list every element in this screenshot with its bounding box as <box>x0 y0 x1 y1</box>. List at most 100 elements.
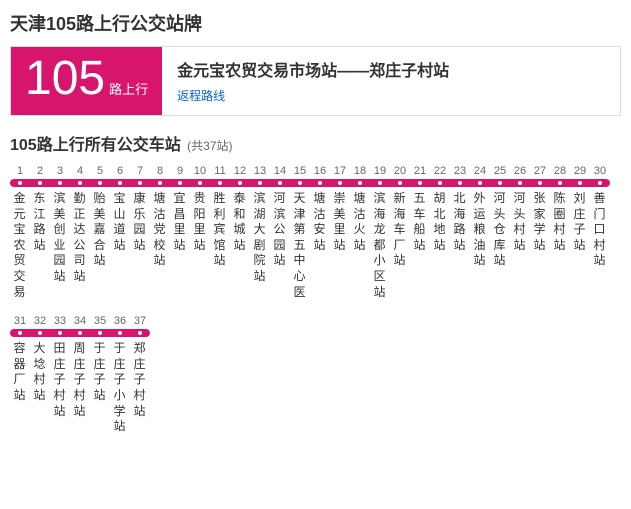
stop-number: 23 <box>450 165 470 177</box>
stop-name[interactable]: 北海路站 <box>450 191 470 300</box>
stops-row: 1234567891011121314151617181920212223242… <box>10 165 621 300</box>
stop-name[interactable]: 康乐园站 <box>130 191 150 300</box>
stop-dot <box>137 330 143 336</box>
stop-name[interactable]: 郑庄子村站 <box>130 341 150 435</box>
stop-dot <box>137 180 143 186</box>
stop-number: 16 <box>310 165 330 177</box>
stop-name[interactable]: 胡北地站 <box>430 191 450 300</box>
stop-name[interactable]: 塘沽火站 <box>350 191 370 300</box>
stop-dot <box>117 330 123 336</box>
stop-number: 30 <box>590 165 610 177</box>
route-info: 金元宝农贸交易市场站——郑庄子村站 返程路线 <box>162 47 464 115</box>
section-title: 105路上行所有公交车站 (共37站) <box>10 131 621 155</box>
stops-row: 31323334353637 容器厂站大埝村站田庄子村站周庄子村站于庄子站于庄子小… <box>10 315 621 435</box>
stop-dot <box>297 180 303 186</box>
station-count: (共37站) <box>187 139 232 153</box>
stop-name[interactable]: 泰和城站 <box>230 191 250 300</box>
stop-dot <box>577 180 583 186</box>
stop-number: 27 <box>530 165 550 177</box>
stop-dot <box>437 180 443 186</box>
stop-number: 33 <box>50 315 70 327</box>
stop-name[interactable]: 胜利宾馆站 <box>210 191 230 300</box>
stop-number: 36 <box>110 315 130 327</box>
stop-dot <box>37 330 43 336</box>
stop-number: 13 <box>250 165 270 177</box>
stop-name[interactable]: 于庄子站 <box>90 341 110 435</box>
stop-name[interactable]: 宜昌里站 <box>170 191 190 300</box>
stop-number: 2 <box>30 165 50 177</box>
stop-number: 10 <box>190 165 210 177</box>
stop-name[interactable]: 滨海龙都小区站 <box>370 191 390 300</box>
stop-number: 8 <box>150 165 170 177</box>
stop-numbers: 31323334353637 <box>10 315 621 327</box>
stop-name[interactable]: 滨美创业园站 <box>50 191 70 300</box>
stop-name[interactable]: 五车船站 <box>410 191 430 300</box>
stop-name[interactable]: 贻美嘉合站 <box>90 191 110 300</box>
stop-name[interactable]: 善门口村站 <box>590 191 610 300</box>
stop-numbers: 1234567891011121314151617181920212223242… <box>10 165 621 177</box>
stop-number: 11 <box>210 165 230 177</box>
stop-dot <box>117 180 123 186</box>
stop-dot <box>97 180 103 186</box>
stop-name[interactable]: 金元宝农贸交易 <box>10 191 30 300</box>
stop-dot <box>477 180 483 186</box>
stop-name[interactable]: 新海车厂站 <box>390 191 410 300</box>
stop-dot <box>357 180 363 186</box>
stop-number: 35 <box>90 315 110 327</box>
stop-number: 26 <box>510 165 530 177</box>
route-direction: 路上行 <box>109 79 148 98</box>
stop-dot <box>597 180 603 186</box>
stop-dot <box>177 180 183 186</box>
stop-names: 金元宝农贸交易东江路站滨美创业园站勤正达公司站贻美嘉合站宝山道站康乐园站塘沽党校… <box>10 191 621 300</box>
stop-number: 14 <box>270 165 290 177</box>
stop-number: 3 <box>50 165 70 177</box>
stop-name[interactable]: 天津第五中心医 <box>290 191 310 300</box>
stop-number: 28 <box>550 165 570 177</box>
stop-number: 20 <box>390 165 410 177</box>
stop-number: 1 <box>10 165 30 177</box>
stop-name[interactable]: 大埝村站 <box>30 341 50 435</box>
stop-number: 7 <box>130 165 150 177</box>
return-route-link[interactable]: 返程路线 <box>177 89 225 103</box>
stop-number: 34 <box>70 315 90 327</box>
stop-name[interactable]: 滨湖大剧院站 <box>250 191 270 300</box>
stop-number: 6 <box>110 165 130 177</box>
stop-name[interactable]: 贵阳里站 <box>190 191 210 300</box>
stop-name[interactable]: 容器厂站 <box>10 341 30 435</box>
stop-number: 19 <box>370 165 390 177</box>
stop-dot <box>557 180 563 186</box>
stop-name[interactable]: 张家学站 <box>530 191 550 300</box>
stop-number: 32 <box>30 315 50 327</box>
stop-dot <box>237 180 243 186</box>
stop-number: 37 <box>130 315 150 327</box>
stop-number: 24 <box>470 165 490 177</box>
stop-name[interactable]: 塘沽安站 <box>310 191 330 300</box>
page-title: 天津105路上行公交站牌 <box>10 10 621 36</box>
stop-dot <box>17 330 23 336</box>
stop-name[interactable]: 勤正达公司站 <box>70 191 90 300</box>
stop-dot <box>417 180 423 186</box>
stop-dot <box>257 180 263 186</box>
stop-dot <box>377 180 383 186</box>
stop-name[interactable]: 外运粮油站 <box>470 191 490 300</box>
stop-dot <box>277 180 283 186</box>
stop-name[interactable]: 周庄子村站 <box>70 341 90 435</box>
stop-name[interactable]: 崇美里站 <box>330 191 350 300</box>
stop-number: 22 <box>430 165 450 177</box>
stop-name[interactable]: 宝山道站 <box>110 191 130 300</box>
stop-name[interactable]: 河滨公园站 <box>270 191 290 300</box>
stop-dot <box>197 180 203 186</box>
stop-name[interactable]: 田庄子村站 <box>50 341 70 435</box>
stop-name[interactable]: 陈圈村站 <box>550 191 570 300</box>
stop-name[interactable]: 于庄子小学站 <box>110 341 130 435</box>
stop-name[interactable]: 河头仓库站 <box>490 191 510 300</box>
stops-container: 1234567891011121314151617181920212223242… <box>10 165 621 435</box>
stop-dot <box>37 180 43 186</box>
stop-name[interactable]: 塘沽党校站 <box>150 191 170 300</box>
stop-dot <box>517 180 523 186</box>
stop-name[interactable]: 河头村站 <box>510 191 530 300</box>
stop-name[interactable]: 刘庄子站 <box>570 191 590 300</box>
stop-name[interactable]: 东江路站 <box>30 191 50 300</box>
route-header: 105 路上行 金元宝农贸交易市场站——郑庄子村站 返程路线 <box>10 46 621 116</box>
stop-number: 31 <box>10 315 30 327</box>
